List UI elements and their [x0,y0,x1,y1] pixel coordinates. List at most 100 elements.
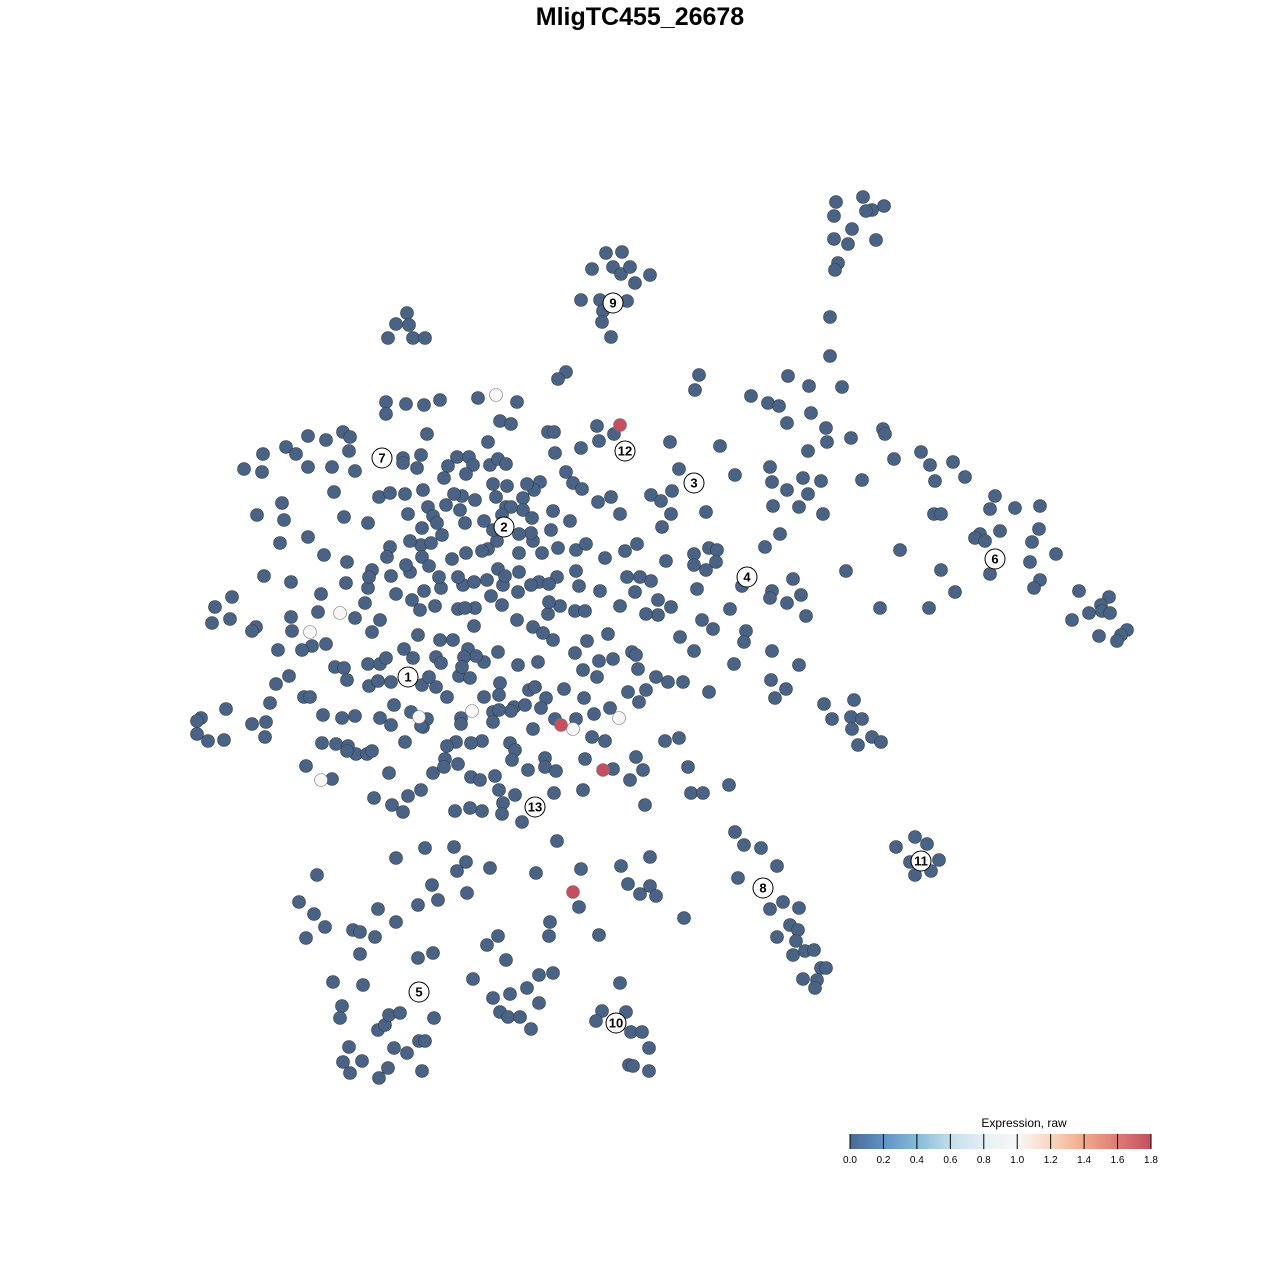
cluster-label-text: 6 [991,552,998,567]
data-point [642,1064,656,1078]
data-point [869,233,883,247]
data-point [426,946,440,960]
data-point [587,707,601,721]
data-point [649,670,663,684]
data-point [384,675,398,689]
data-point [792,901,806,915]
data-point [576,783,590,797]
data-point [520,981,534,995]
data-point [250,508,264,522]
data-point [410,461,424,475]
data-point [572,579,586,593]
data-point [672,462,686,476]
cluster-label-text: 10 [609,1016,623,1031]
data-point [543,915,557,929]
data-point [420,427,434,441]
data-point [343,430,357,444]
data-point [1025,535,1039,549]
data-point [786,948,800,962]
data-point [303,690,317,704]
data-point [763,902,777,916]
data-point [526,620,540,634]
data-point [770,859,784,873]
data-point [579,537,593,551]
data-point [477,514,491,528]
data-point [413,603,427,617]
data-point [454,717,468,731]
data-point [223,612,237,626]
data-point [628,585,642,599]
cluster-label: 7 [371,447,393,469]
data-point [1008,501,1022,515]
cluster-label-text: 3 [690,476,697,491]
data-point [535,546,549,560]
data-point [402,318,416,332]
data-point [492,783,506,797]
cluster-label: 1 [397,666,419,688]
colorbar-tick-label: 1.2 [1044,1155,1058,1166]
data-point [928,474,942,488]
colorbar-tick-label: 1.6 [1111,1155,1125,1166]
cluster-label-circle [371,447,393,469]
data-point [643,850,657,864]
data-point [655,520,669,534]
data-point [644,574,658,588]
data-point [316,708,330,722]
data-point [524,1022,538,1036]
data-point [993,524,1007,538]
data-point [450,864,464,878]
data-point [340,555,354,569]
data-point [310,868,324,882]
data-point [415,1064,429,1078]
data-point [245,717,259,731]
cluster-label-circle [605,1012,627,1034]
data-point [713,439,727,453]
data-point [642,1041,656,1055]
cluster-label-circle [736,566,758,588]
data-point [348,464,362,478]
data-point [638,798,652,812]
data-point [765,475,779,489]
data-point [1065,613,1079,627]
data-point [796,471,810,485]
data-point [399,558,413,572]
data-point [557,682,571,696]
data-point [592,654,606,668]
data-point [633,887,647,901]
data-point [512,527,526,541]
colorbar-tick-label: 1.8 [1144,1155,1158,1166]
data-point [696,786,710,800]
data-point [480,938,494,952]
data-point [731,871,745,885]
data-point [631,662,645,676]
data-point [282,669,296,683]
data-point [516,491,530,505]
data-point [574,441,588,455]
data-point [948,585,962,599]
data-point [664,600,678,614]
data-point [598,734,612,748]
data-point [387,1041,401,1055]
data-point [643,879,657,893]
data-point [368,930,382,944]
data-point [447,487,461,501]
data-point [379,407,393,421]
data-point [893,543,907,557]
data-point [384,718,398,732]
data-point [473,773,487,787]
data-point [542,929,556,943]
data-point [348,709,362,723]
data-point [451,757,465,771]
points-layer [190,190,1134,1085]
data-point [569,564,583,578]
data-point [808,981,822,995]
data-point-expressed [333,606,347,620]
data-point [416,483,430,497]
data-point [403,534,417,548]
data-point [801,444,815,458]
data-point [827,232,841,246]
data-point [847,693,861,707]
data-point [396,456,410,470]
data-point [764,673,778,687]
